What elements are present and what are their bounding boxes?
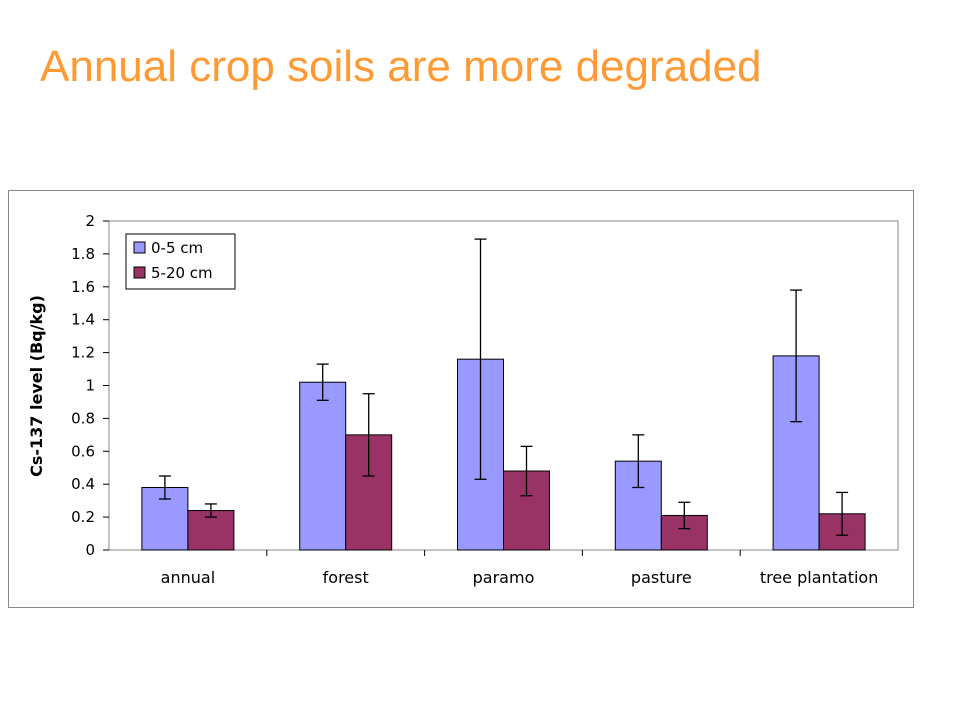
y-tick-label: 0 <box>85 541 95 559</box>
y-axis-title: Cs-137 level (Bq/kg) <box>27 295 46 477</box>
legend-swatch <box>133 266 146 279</box>
category-label: tree plantation <box>760 568 879 587</box>
y-tick-label: 1.6 <box>71 278 95 296</box>
category-labels: annual forest paramo pasture tree plantation <box>161 568 879 587</box>
x-axis-ticks <box>266 550 741 556</box>
chart-frame: 0 0.2 0.4 0.6 0.8 1 1.2 1.4 1.6 1.8 2 annual forest… <box>8 190 914 608</box>
legend-swatch <box>133 241 146 254</box>
slide-title: Annual crop soils are more degraded <box>40 42 762 91</box>
y-tick-label: 0.6 <box>71 442 95 460</box>
y-axis-ticks: 0 0.2 0.4 0.6 0.8 1 1.2 1.4 1.6 1.8 2 <box>71 212 109 559</box>
y-tick-label: 0.8 <box>71 409 95 427</box>
y-tick-label: 1.8 <box>71 245 95 263</box>
category-label: pasture <box>631 568 692 587</box>
y-tick-label: 1 <box>85 377 95 395</box>
y-tick-label: 1.4 <box>71 311 95 329</box>
category-label: annual <box>161 568 215 587</box>
bar-chart: 0 0.2 0.4 0.6 0.8 1 1.2 1.4 1.6 1.8 2 annual forest… <box>27 212 899 587</box>
category-label: forest <box>323 568 369 587</box>
bar <box>299 381 347 551</box>
category-label: paramo <box>473 568 535 587</box>
y-tick-label: 2 <box>85 212 95 230</box>
y-tick-label: 0.4 <box>71 475 95 493</box>
legend-label: 5-20 cm <box>151 264 213 282</box>
legend: 0-5 cm 5-20 cm <box>125 233 236 290</box>
y-tick-label: 1.2 <box>71 344 95 362</box>
y-tick-label: 0.2 <box>71 508 95 526</box>
error-bars <box>158 238 849 536</box>
legend-label: 0-5 cm <box>151 239 203 257</box>
